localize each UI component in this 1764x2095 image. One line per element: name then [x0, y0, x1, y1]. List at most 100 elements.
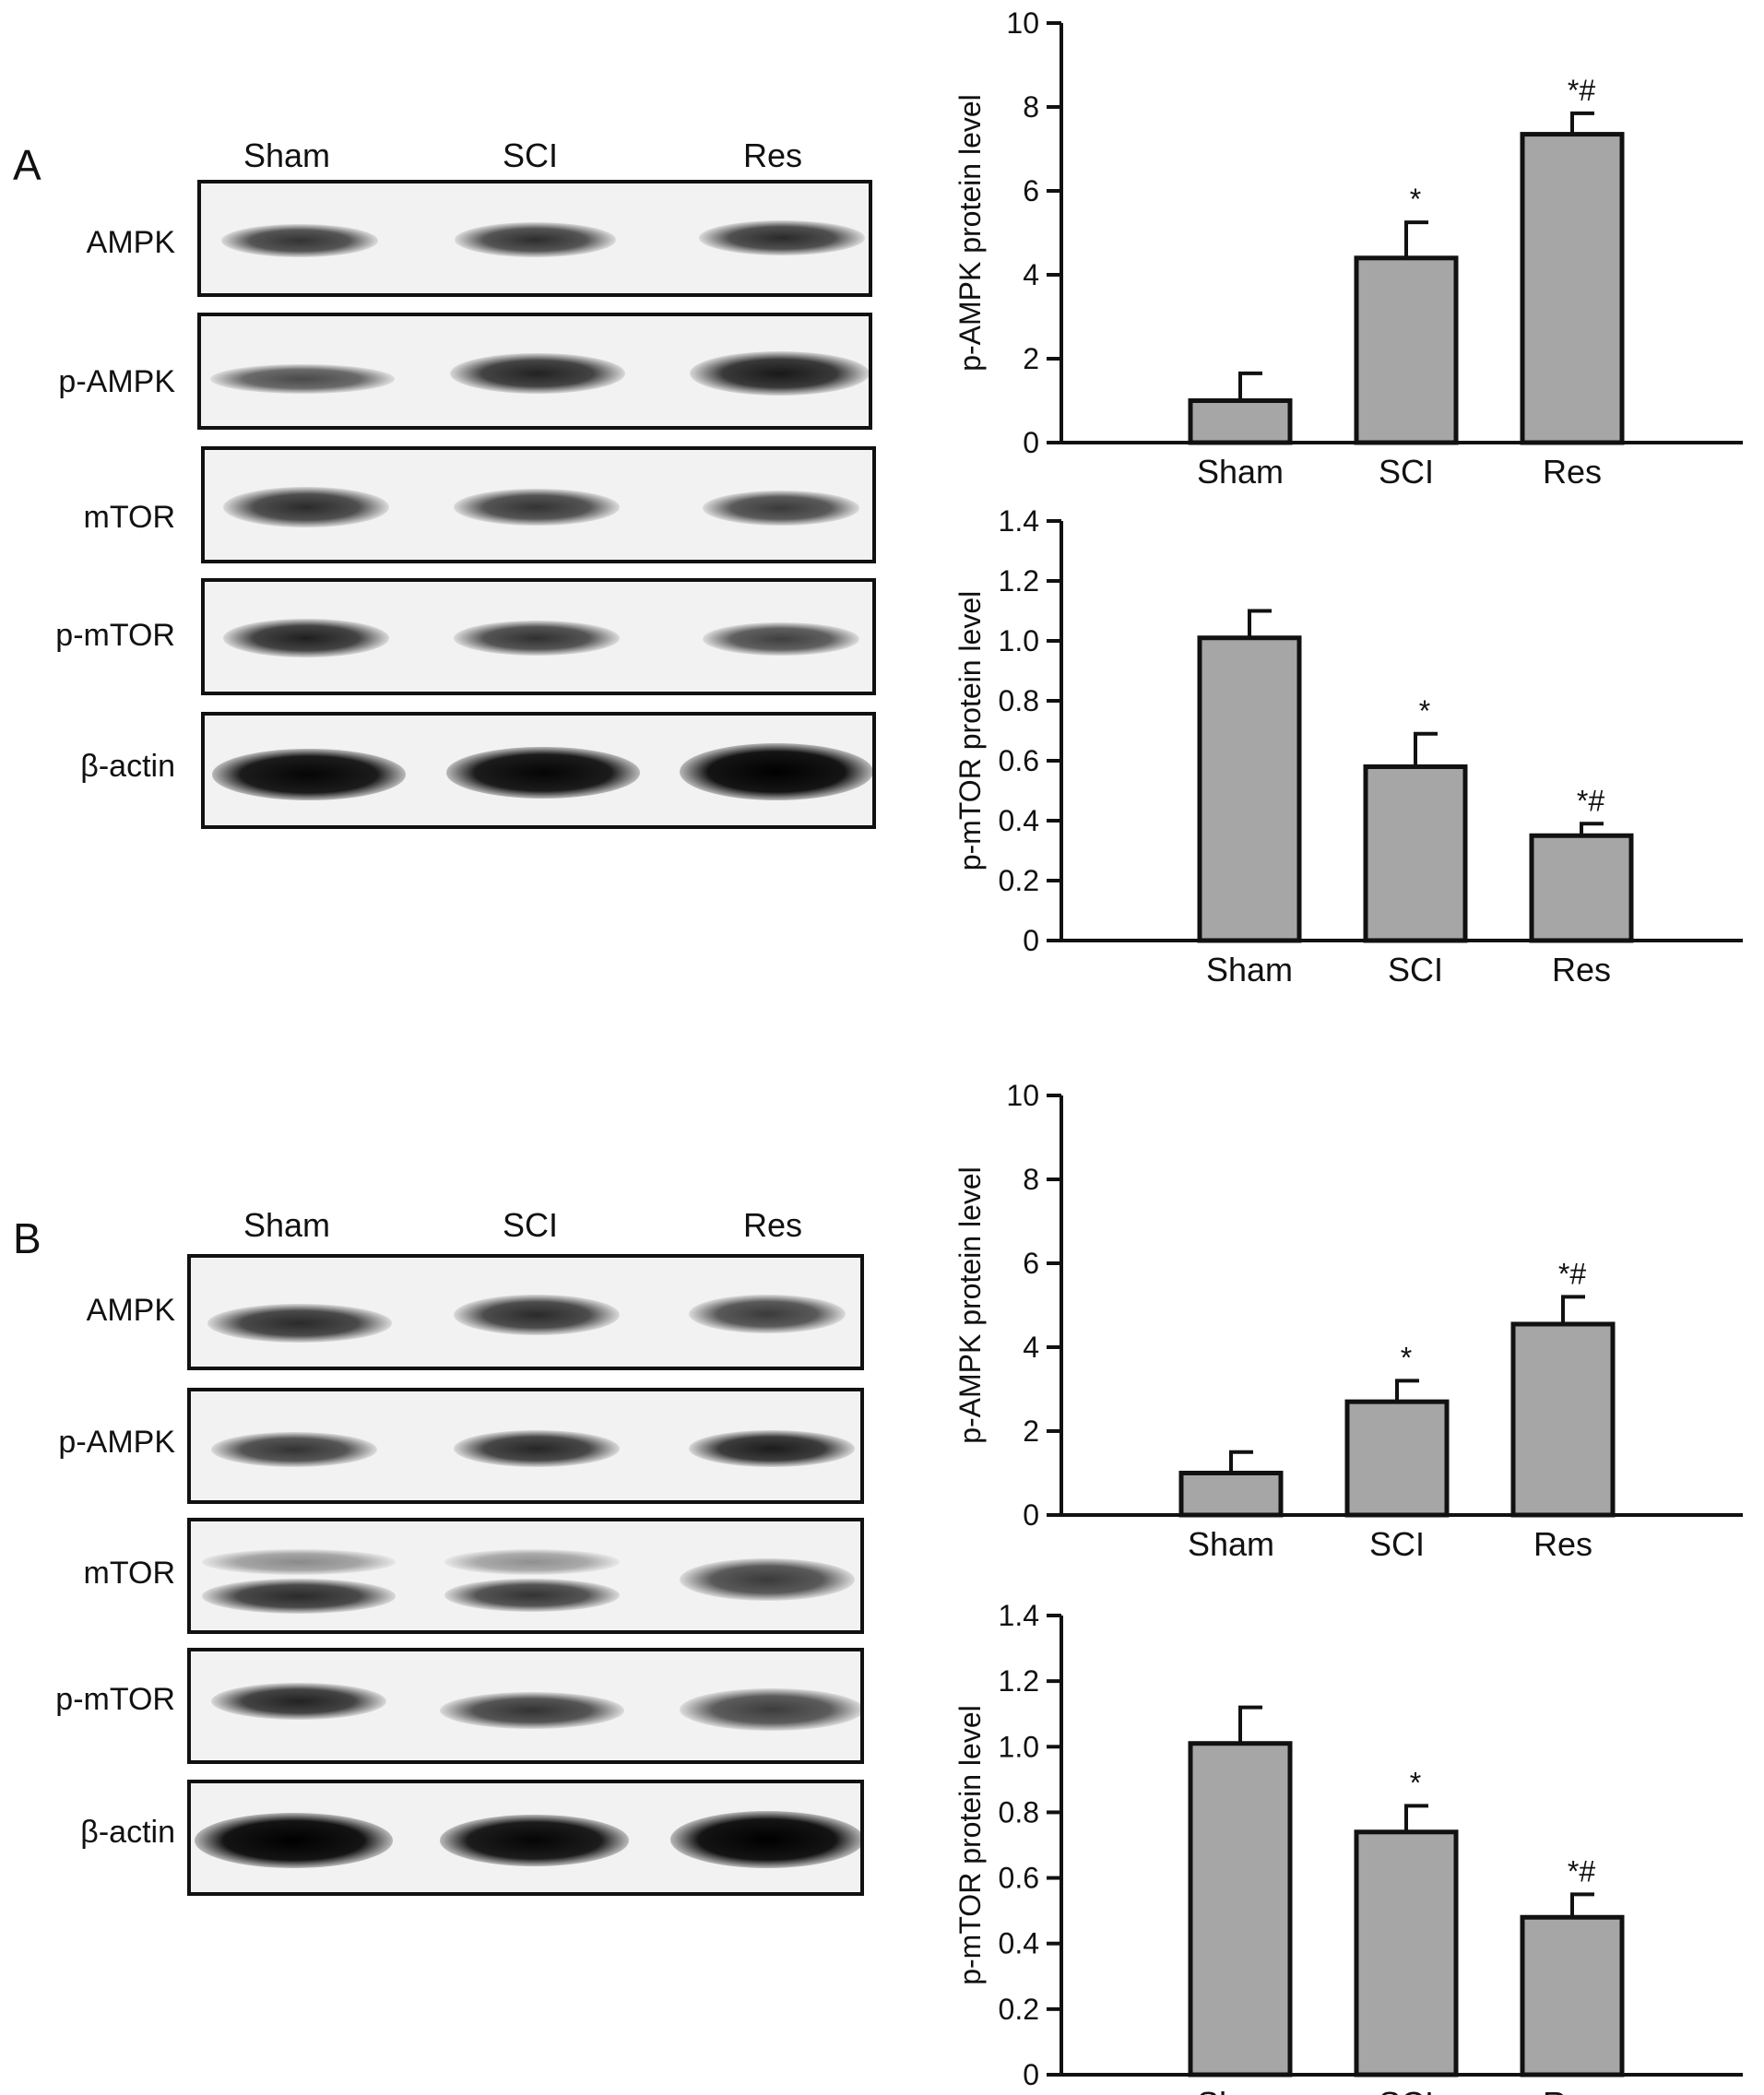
significance-label: * — [1401, 1341, 1412, 1374]
band — [680, 1558, 855, 1601]
x-category-label: Sham — [1197, 453, 1284, 491]
panel-a-row-label-p-ampk: p-AMPK — [58, 364, 175, 399]
band — [446, 747, 640, 799]
y-tick-label: 1.2 — [999, 564, 1039, 598]
x-category-label: SCI — [1379, 2085, 1434, 2095]
bar — [1188, 398, 1293, 445]
panel-a-row-label-beta-actin: β-actin — [80, 749, 175, 784]
band — [689, 1430, 855, 1467]
panel-a-row-label-mtor: mTOR — [83, 500, 175, 535]
x-category-label: Res — [1543, 453, 1602, 491]
band — [207, 1304, 392, 1343]
y-tick-label: 0 — [1023, 426, 1039, 459]
bar — [1344, 1399, 1450, 1518]
y-tick-label: 0.8 — [999, 684, 1039, 717]
band — [223, 487, 389, 527]
band — [211, 1432, 377, 1467]
y-tick-label: 0.8 — [999, 1795, 1039, 1829]
panel-a-row-label-ampk: AMPK — [86, 225, 175, 260]
panel-a-blot-p-mtor — [201, 578, 876, 695]
panel-b-row-label-p-mtor: p-mTOR — [55, 1682, 175, 1717]
panel-b-row-label-p-ampk: p-AMPK — [58, 1425, 175, 1460]
y-tick-label: 0.6 — [999, 744, 1039, 777]
panel-a-lane-res: Res — [742, 136, 803, 174]
y-tick-label: 10 — [1006, 1079, 1039, 1112]
panel-b-blot-ampk — [187, 1254, 864, 1370]
band — [680, 743, 872, 800]
band — [444, 1579, 620, 1612]
bar — [1354, 1829, 1459, 2077]
y-tick-label: 0.2 — [999, 1993, 1039, 2026]
y-tick-label: 2 — [1023, 342, 1039, 375]
band — [454, 1295, 620, 1335]
band — [680, 1688, 860, 1731]
bar — [1188, 1741, 1293, 2077]
y-tick-label: 0 — [1023, 2058, 1039, 2091]
y-tick-label: 10 — [1006, 6, 1039, 40]
bar — [1510, 1321, 1616, 1518]
panel-b-row-label-ampk: AMPK — [86, 1293, 175, 1328]
y-tick-label: 2 — [1023, 1414, 1039, 1448]
bar — [1178, 1471, 1284, 1518]
bar — [1520, 132, 1625, 445]
band — [211, 1683, 386, 1720]
y-tick-label: 0.4 — [999, 804, 1039, 837]
band — [444, 1549, 620, 1575]
y-tick-label: 1.0 — [999, 624, 1039, 657]
band — [699, 220, 865, 255]
band — [454, 621, 620, 656]
panel-a-lane-sci: SCI — [502, 136, 558, 174]
band — [670, 1811, 860, 1868]
panel-b-lane-sham: Sham — [243, 1206, 331, 1244]
panel-b-row-label-beta-actin: β-actin — [80, 1815, 175, 1850]
band — [210, 364, 395, 394]
y-tick-label: 1.0 — [999, 1730, 1039, 1763]
significance-label: * — [1410, 183, 1421, 216]
y-tick-label: 0.2 — [999, 864, 1039, 897]
band — [440, 1815, 629, 1866]
y-tick-label: 0 — [1023, 924, 1039, 957]
significance-label: *# — [1577, 784, 1604, 817]
x-category-label: Sham — [1206, 951, 1293, 988]
significance-label: *# — [1568, 74, 1595, 107]
y-axis-label: p-AMPK protein level — [953, 1166, 987, 1444]
y-tick-label: 8 — [1023, 90, 1039, 124]
bar — [1354, 255, 1459, 445]
band — [202, 1549, 396, 1575]
band — [221, 224, 378, 257]
band — [703, 491, 859, 526]
panel-b-blot-p-ampk — [187, 1388, 864, 1504]
panel-b-lane-res: Res — [742, 1206, 803, 1244]
x-category-label: SCI — [1379, 453, 1434, 491]
panel-b-blot-mtor — [187, 1518, 864, 1634]
panel-a-blot-mtor — [201, 446, 876, 563]
panel-a-letter: A — [13, 141, 41, 189]
significance-label: * — [1410, 1766, 1421, 1799]
x-category-label: Sham — [1197, 2085, 1284, 2095]
panel-a-row-label-p-mtor: p-mTOR — [55, 618, 175, 653]
panel-a-blot-beta-actin — [201, 712, 876, 829]
y-tick-label: 1.4 — [999, 504, 1039, 538]
band — [454, 1430, 620, 1467]
band — [690, 351, 869, 396]
panel-a-lane-sham: Sham — [243, 136, 331, 174]
band — [450, 353, 625, 394]
y-tick-label: 1.4 — [999, 1599, 1039, 1632]
panel-b-blot-p-mtor — [187, 1648, 864, 1764]
x-category-label: Res — [1543, 2085, 1602, 2095]
x-category-label: Res — [1533, 1525, 1592, 1563]
band — [212, 749, 406, 800]
band — [440, 1692, 624, 1729]
band — [195, 1813, 393, 1868]
y-tick-label: 1.2 — [999, 1664, 1039, 1698]
x-category-label: Sham — [1188, 1525, 1274, 1563]
significance-label: * — [1419, 694, 1430, 728]
significance-label: *# — [1558, 1257, 1586, 1290]
panel-a-blot-p-ampk — [197, 313, 872, 430]
bar — [1197, 635, 1302, 943]
bar — [1520, 1914, 1625, 2077]
panel-b-letter: B — [13, 1214, 41, 1262]
bar — [1529, 833, 1634, 943]
y-axis-label: p-mTOR protein level — [953, 1705, 987, 1985]
